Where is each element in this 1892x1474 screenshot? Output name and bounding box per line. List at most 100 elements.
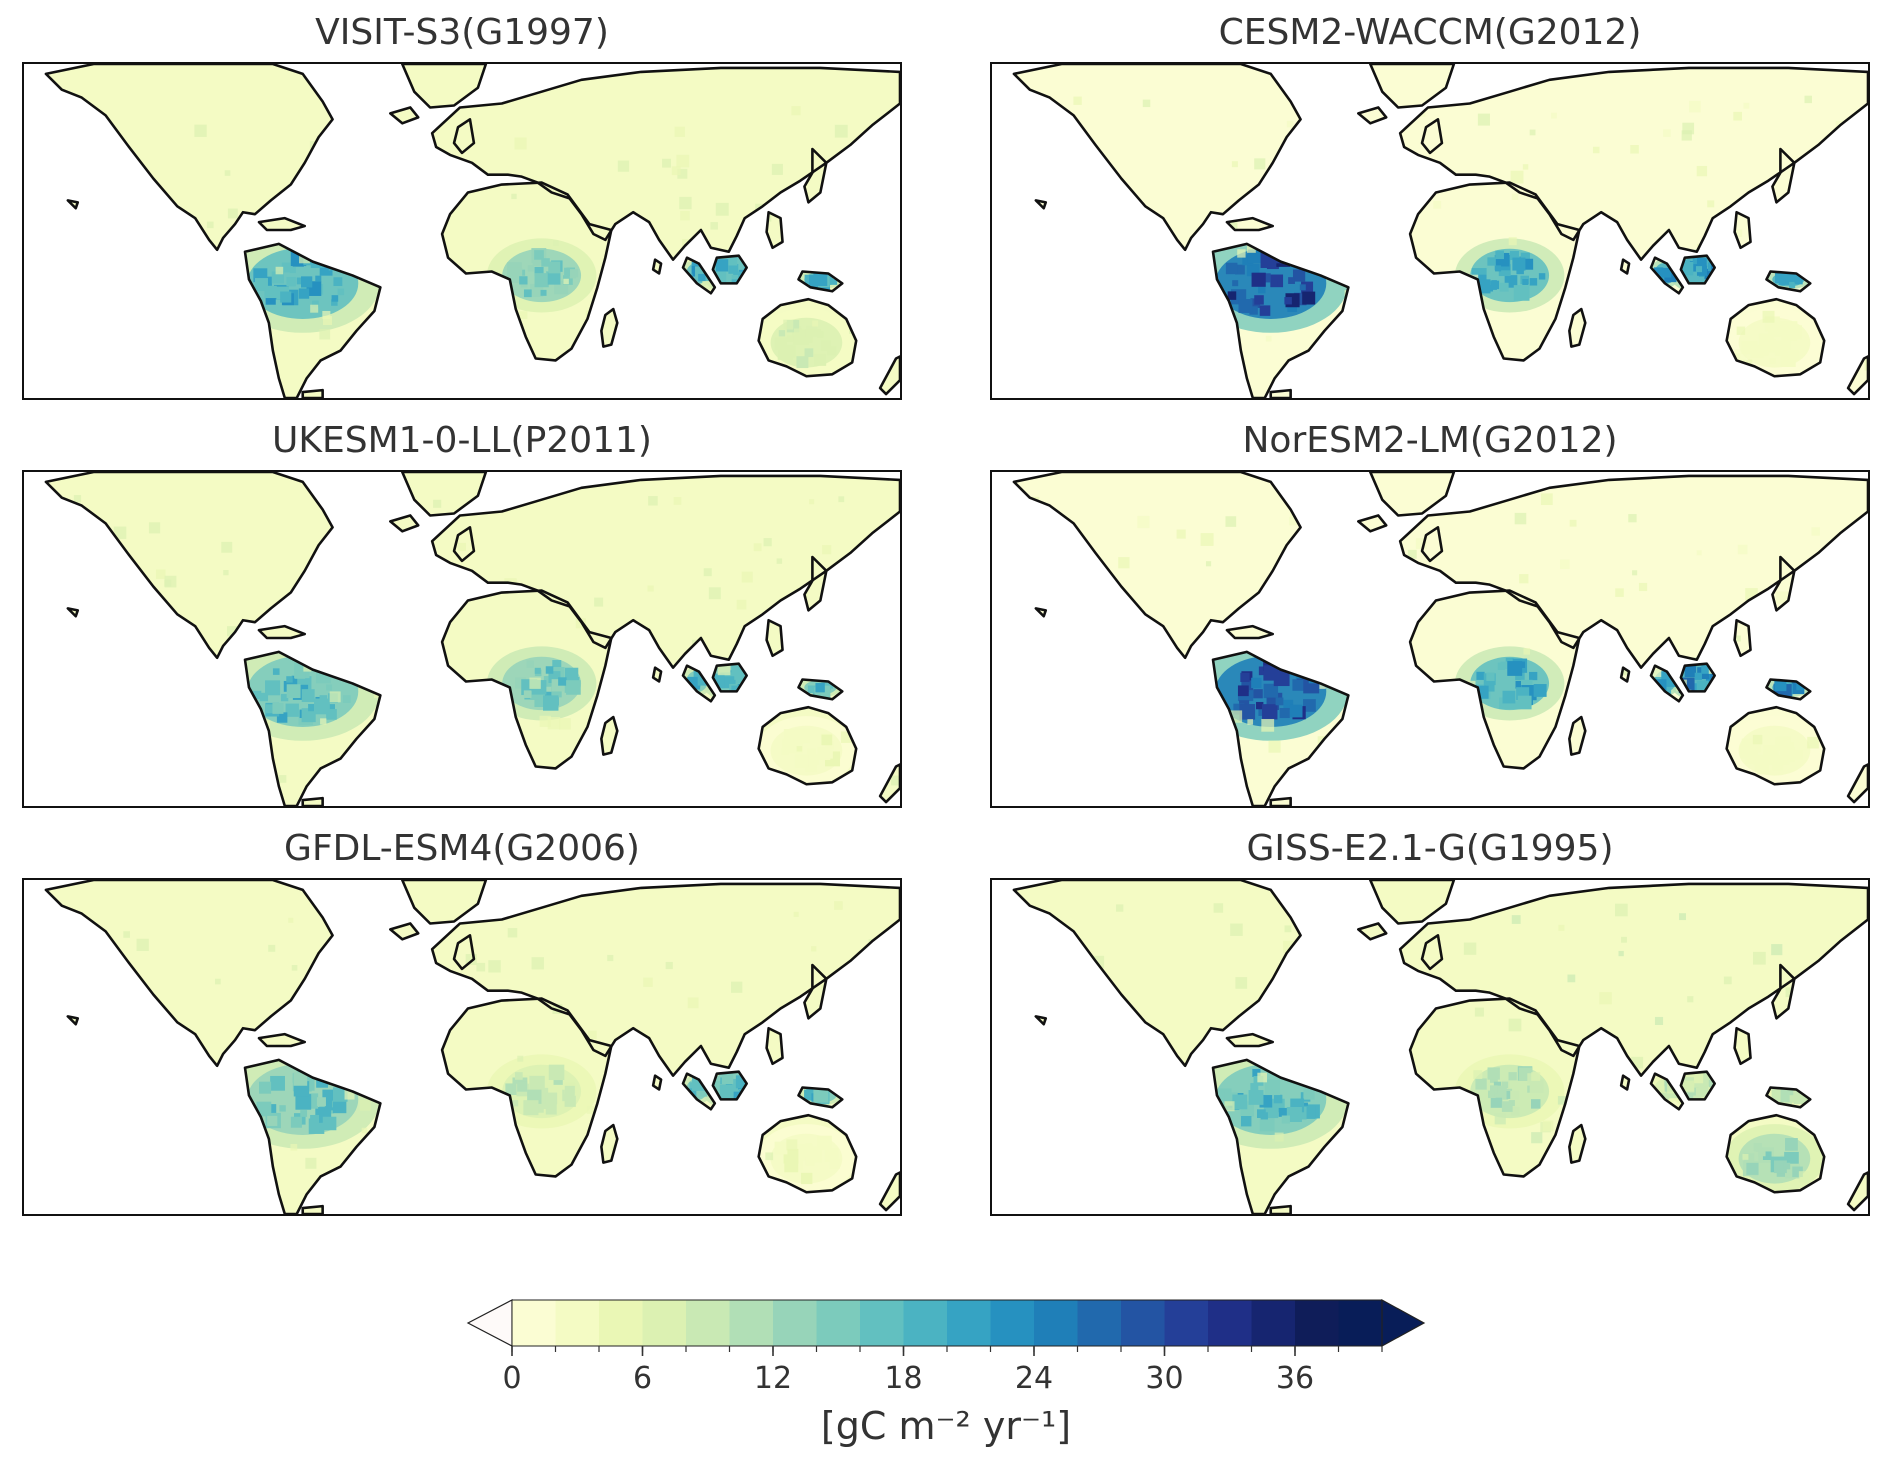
coastline-eurasia bbox=[430, 474, 900, 669]
field-cell bbox=[1002, 510, 1014, 522]
field-cell bbox=[1286, 120, 1294, 128]
field-cell bbox=[812, 320, 819, 327]
field-cell bbox=[564, 1085, 575, 1096]
field-cell bbox=[553, 240, 559, 247]
field-cell bbox=[280, 693, 289, 702]
field-cell bbox=[389, 497, 397, 505]
coastline-north-america bbox=[44, 880, 334, 1068]
field-cell bbox=[777, 1085, 784, 1092]
coastline-philippines bbox=[1733, 210, 1752, 250]
field-cell bbox=[1486, 285, 1494, 292]
coastline-sri-lanka bbox=[651, 258, 663, 275]
field-cell bbox=[622, 226, 633, 237]
field-cell bbox=[1568, 698, 1577, 707]
field-cell bbox=[586, 1105, 595, 1114]
field-cell bbox=[827, 346, 837, 356]
field-cell bbox=[276, 712, 288, 723]
field-cell bbox=[191, 703, 197, 709]
field-cell bbox=[662, 732, 669, 739]
coastline-caribbean bbox=[1225, 216, 1275, 232]
land-north-america bbox=[45, 472, 333, 658]
coastline-australia bbox=[757, 297, 858, 378]
field-cell bbox=[48, 320, 54, 326]
field-cell bbox=[1798, 1171, 1810, 1183]
field-cell bbox=[721, 1072, 734, 1085]
panel-title: GISS-E2.1-G(G1995) bbox=[1246, 828, 1614, 869]
field-cell bbox=[783, 319, 794, 330]
coastline-hawaii bbox=[1034, 607, 1048, 618]
field-cell bbox=[731, 981, 743, 993]
coastline-eurasia bbox=[430, 882, 900, 1077]
field-cell bbox=[1284, 297, 1292, 305]
field-cell bbox=[1508, 1018, 1522, 1032]
field-cell bbox=[715, 271, 727, 283]
field-cell bbox=[1027, 1084, 1036, 1092]
coastline-madagascar bbox=[600, 1123, 619, 1164]
field-cell bbox=[1249, 306, 1258, 315]
coastline-hawaii bbox=[66, 607, 80, 618]
field-cell bbox=[279, 1105, 286, 1112]
field-cell bbox=[1600, 275, 1611, 287]
field-cell bbox=[426, 202, 436, 212]
field-cell bbox=[318, 156, 330, 167]
field-cell bbox=[1110, 1034, 1121, 1045]
world-map bbox=[990, 878, 1870, 1216]
coastline-eurasia bbox=[1398, 882, 1868, 1077]
field-cell bbox=[80, 609, 87, 617]
field-cell bbox=[1251, 272, 1266, 287]
field-cell bbox=[28, 175, 35, 182]
field-cell bbox=[1495, 265, 1502, 272]
field-cell bbox=[1654, 1016, 1664, 1026]
land-north-america bbox=[1013, 64, 1301, 250]
field-cell bbox=[1342, 735, 1353, 747]
field-cell bbox=[652, 1178, 661, 1186]
coastline-sri-lanka bbox=[1619, 258, 1631, 275]
field-cell bbox=[792, 731, 801, 740]
panel-title: GFDL-ESM4(G2006) bbox=[284, 828, 640, 869]
colorbar-bin bbox=[1295, 1300, 1339, 1346]
field-cell bbox=[1068, 736, 1080, 748]
field-cell bbox=[1781, 272, 1794, 285]
field-cell bbox=[332, 1087, 348, 1102]
field-cell bbox=[1205, 561, 1212, 567]
field-cell bbox=[794, 328, 802, 336]
field-cell bbox=[1507, 661, 1523, 676]
field-cell bbox=[164, 575, 177, 588]
field-cell bbox=[1540, 493, 1553, 506]
field-cell bbox=[1551, 112, 1557, 119]
field-cell bbox=[1251, 677, 1262, 689]
field-cell bbox=[1789, 1095, 1798, 1103]
field-cell bbox=[1753, 1142, 1763, 1152]
field-cell bbox=[1142, 99, 1151, 108]
field-cell bbox=[89, 737, 101, 749]
field-cell bbox=[1262, 704, 1278, 720]
field-cell bbox=[696, 329, 702, 335]
field-cell bbox=[307, 712, 315, 719]
field-cell bbox=[1569, 350, 1576, 357]
field-cell bbox=[1696, 165, 1708, 177]
coastline-caribbean bbox=[257, 624, 307, 640]
field-cell bbox=[488, 960, 501, 973]
field-cell bbox=[1679, 913, 1686, 921]
field-cell bbox=[1220, 305, 1231, 317]
field-cell bbox=[1013, 295, 1019, 303]
field-cell bbox=[514, 677, 527, 689]
field-cell bbox=[523, 690, 532, 698]
field-cell bbox=[457, 542, 467, 552]
coastline-caribbean bbox=[1225, 1032, 1275, 1048]
field-cell bbox=[1502, 690, 1516, 704]
field-cell bbox=[418, 316, 430, 328]
field-cell bbox=[415, 377, 421, 383]
field-cell bbox=[173, 1108, 183, 1118]
field-cell bbox=[1858, 294, 1868, 306]
field-cell bbox=[118, 682, 127, 691]
field-cell bbox=[1696, 258, 1707, 268]
field-cell bbox=[890, 663, 900, 675]
coastline-south-america bbox=[243, 242, 382, 398]
field-cell bbox=[1638, 582, 1648, 592]
field-cell bbox=[1828, 676, 1841, 689]
colorbar-bin bbox=[1338, 1300, 1383, 1346]
field-cell bbox=[1701, 662, 1713, 674]
field-cell bbox=[84, 986, 93, 995]
field-cell bbox=[1003, 324, 1011, 332]
